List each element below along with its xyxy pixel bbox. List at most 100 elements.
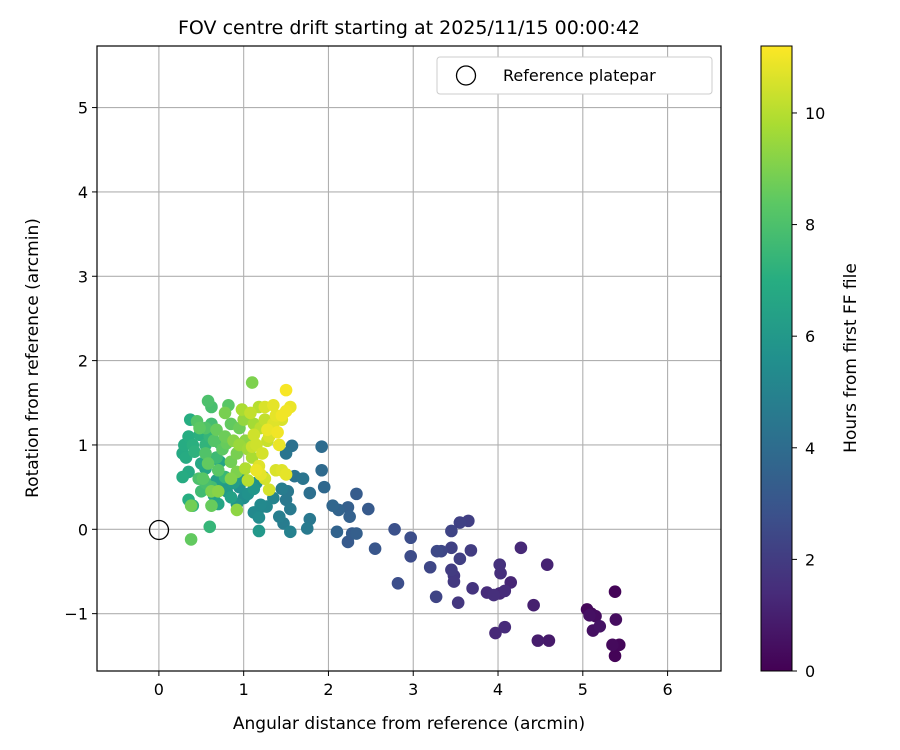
y-axis-ticks: −1 0 1 2 3 4 5	[64, 99, 97, 624]
data-point	[272, 438, 286, 452]
colorbar-label: Hours from first FF file	[841, 263, 861, 453]
data-point	[279, 468, 293, 481]
data-point	[531, 634, 545, 647]
colorbar-tick-label: 8	[805, 216, 815, 235]
data-point	[362, 502, 375, 516]
data-point	[252, 524, 266, 538]
data-point	[247, 428, 261, 442]
data-point	[447, 575, 461, 588]
data-point	[256, 447, 269, 460]
data-point	[593, 619, 607, 633]
data-point	[201, 394, 215, 408]
data-point	[271, 426, 284, 439]
data-point	[514, 541, 528, 555]
data-point	[239, 462, 252, 475]
data-point	[391, 576, 405, 590]
data-point	[199, 447, 212, 460]
data-point	[368, 542, 382, 555]
y-axis-label: Rotation from reference (arcmin)	[23, 218, 43, 498]
data-point	[326, 499, 339, 512]
colorbar-tick-label: 0	[805, 662, 815, 681]
data-point	[245, 451, 259, 464]
data-point	[608, 585, 622, 599]
data-point	[218, 406, 232, 420]
data-point	[205, 499, 218, 512]
data-point	[254, 498, 267, 512]
data-point	[193, 421, 206, 435]
data-point	[453, 516, 467, 529]
data-point	[451, 596, 465, 609]
data-point	[279, 447, 293, 460]
data-point	[430, 544, 444, 558]
reference-marker	[148, 519, 170, 541]
data-point	[224, 472, 238, 485]
data-point	[210, 423, 223, 437]
data-point	[196, 472, 210, 485]
data-point	[267, 399, 280, 412]
data-point	[343, 510, 356, 523]
x-tick-label: 5	[578, 680, 588, 699]
data-point	[211, 485, 225, 498]
y-tick-label: 1	[78, 436, 88, 455]
x-axis-ticks: 0 1 2 3 4 5 6	[154, 671, 673, 699]
y-tick-label: 4	[78, 183, 88, 202]
data-point	[176, 470, 189, 484]
data-point	[207, 434, 221, 448]
x-tick-label: 1	[239, 680, 249, 699]
x-tick-label: 3	[408, 680, 418, 699]
colorbar-ticks: 0 2 4 6 8 10	[792, 104, 825, 681]
data-point	[606, 638, 619, 652]
data-point	[464, 544, 478, 557]
data-point	[250, 463, 263, 477]
data-point	[230, 503, 244, 517]
data-point	[241, 474, 255, 487]
data-point	[252, 511, 266, 524]
data-point	[188, 445, 201, 459]
data-point	[262, 483, 276, 496]
data-point	[453, 552, 467, 566]
colorbar-gradient	[760, 45, 793, 672]
colorbar-tick-label: 10	[805, 104, 825, 123]
data-point	[279, 383, 293, 397]
data-point	[245, 376, 259, 389]
y-tick-label: 5	[78, 99, 88, 118]
data-point	[244, 406, 257, 420]
data-point	[275, 482, 289, 496]
data-point	[296, 472, 310, 485]
data-point	[498, 584, 512, 598]
data-point	[279, 404, 293, 418]
data-point	[388, 522, 401, 536]
plot-background	[97, 46, 721, 671]
y-tick-label: 2	[78, 352, 88, 371]
data-point	[261, 423, 274, 437]
data-point	[300, 522, 314, 535]
data-point	[303, 486, 317, 500]
data-point	[445, 563, 458, 577]
data-point	[330, 525, 344, 539]
data-point	[527, 598, 540, 612]
legend-entry-label: Reference platepar	[503, 66, 656, 85]
x-tick-label: 6	[662, 680, 672, 699]
data-point	[184, 533, 198, 546]
data-point	[315, 440, 328, 453]
x-tick-label: 0	[154, 680, 164, 699]
data-point	[445, 541, 458, 555]
data-point	[211, 463, 225, 477]
data-point	[583, 609, 596, 622]
data-point	[184, 499, 198, 512]
legend-box	[436, 56, 713, 95]
data-point	[429, 590, 443, 604]
x-axis-label: Angular distance from reference (arcmin)	[233, 714, 585, 734]
scatter-points	[176, 376, 626, 663]
y-tick-label: 0	[78, 520, 88, 539]
chart-title: FOV centre drift starting at 2025/11/15 …	[178, 17, 640, 39]
data-point	[201, 457, 215, 470]
colorbar-tick-label: 2	[805, 550, 815, 569]
data-point	[542, 634, 556, 647]
data-point	[608, 649, 622, 663]
data-point	[224, 490, 238, 504]
data-point	[350, 527, 363, 540]
data-point	[466, 582, 479, 595]
data-point	[203, 520, 217, 534]
